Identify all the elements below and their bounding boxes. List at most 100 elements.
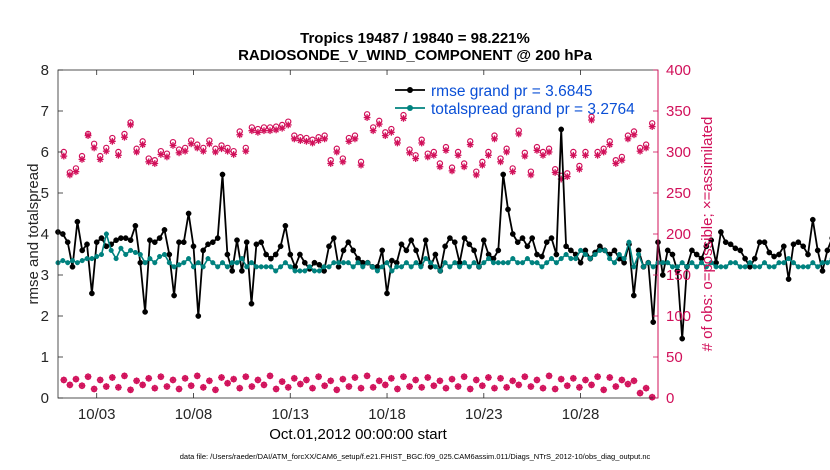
obs-assimilated-marker bbox=[478, 161, 486, 169]
obs-low_assimilated-marker bbox=[114, 383, 122, 391]
obs-assimilated-marker bbox=[145, 158, 153, 166]
legend-label-rmse: rmse grand pr = 3.6845 bbox=[431, 83, 593, 100]
obs-assimilated-marker bbox=[612, 160, 620, 167]
series-rmse-point bbox=[761, 239, 768, 246]
series-rmse-point bbox=[558, 126, 565, 133]
series-rmse-point bbox=[200, 247, 207, 254]
series-totalspread-point bbox=[563, 251, 569, 258]
obs-assimilated-marker bbox=[78, 155, 86, 163]
series-totalspread-point bbox=[578, 247, 584, 253]
obs-low_assimilated-marker bbox=[363, 372, 371, 380]
series-rmse-point bbox=[147, 237, 153, 244]
series-rmse-point bbox=[316, 261, 323, 268]
obs-low_assimilated-marker bbox=[60, 376, 68, 384]
series-totalspread-point bbox=[229, 260, 235, 266]
series-rmse-point bbox=[403, 247, 410, 254]
series-rmse-point bbox=[268, 255, 274, 262]
series-totalspread-point bbox=[781, 260, 787, 266]
series-rmse-point bbox=[669, 251, 676, 258]
series-totalspread-point bbox=[181, 260, 187, 266]
y-left-tick-label: 3 bbox=[41, 267, 49, 284]
series-totalspread-point bbox=[524, 256, 530, 262]
obs-assimilated-marker bbox=[139, 141, 147, 149]
obs-low_assimilated-marker bbox=[400, 373, 407, 381]
series-totalspread-point bbox=[108, 247, 114, 253]
series-rmse-point bbox=[224, 251, 231, 258]
obs-assimilated-marker bbox=[187, 140, 195, 148]
obs-assimilated-marker bbox=[630, 131, 638, 139]
chart-title-line2: RADIOSONDE_V_WIND_COMPONENT @ 200 hPa bbox=[238, 47, 592, 64]
series-totalspread-point bbox=[481, 260, 487, 266]
series-rmse-point bbox=[751, 255, 758, 262]
series-rmse-point bbox=[519, 235, 526, 241]
series-totalspread-point bbox=[369, 264, 376, 270]
series-rmse-point bbox=[214, 235, 221, 241]
series-totalspread-point bbox=[350, 264, 356, 270]
series-rmse-point bbox=[209, 239, 216, 246]
series-totalspread-point bbox=[205, 256, 211, 262]
series-totalspread-point bbox=[573, 256, 579, 262]
series-rmse-point bbox=[243, 239, 250, 246]
series-totalspread-point bbox=[98, 251, 105, 258]
obs-assimilated-marker bbox=[315, 137, 322, 144]
series-rmse-point bbox=[79, 247, 86, 254]
series-rmse-point bbox=[577, 259, 584, 266]
y-right-tick-label: 250 bbox=[666, 185, 691, 202]
obs-assimilated-marker bbox=[521, 152, 529, 160]
obs-assimilated-marker bbox=[339, 158, 347, 166]
series-totalspread-point bbox=[505, 260, 511, 266]
series-totalspread-point bbox=[766, 264, 772, 270]
obs-low_assimilated-marker bbox=[369, 383, 377, 391]
obs-assimilated-marker bbox=[576, 165, 583, 173]
series-totalspread-point bbox=[461, 260, 468, 266]
series-totalspread-point bbox=[582, 251, 588, 258]
obs-low_assimilated-marker bbox=[588, 381, 595, 389]
obs-low_assimilated-marker bbox=[527, 383, 535, 390]
series-totalspread-point bbox=[408, 264, 414, 270]
obs-low_assimilated-marker bbox=[612, 383, 620, 390]
obs-low_assimilated-marker bbox=[72, 375, 80, 383]
plot-frame bbox=[57, 69, 659, 399]
obs-assimilated-marker bbox=[424, 153, 432, 161]
obs-assimilated-marker bbox=[430, 151, 438, 159]
obs-low_assimilated-marker bbox=[321, 382, 329, 390]
obs-low_assimilated-marker bbox=[339, 375, 347, 383]
series-totalspread-point bbox=[210, 260, 216, 266]
series-totalspread-point bbox=[234, 260, 240, 266]
series-totalspread-point bbox=[645, 260, 651, 266]
obs-assimilated-marker bbox=[193, 144, 201, 152]
obs-assimilated-marker bbox=[345, 137, 353, 145]
series-totalspread-point bbox=[568, 256, 574, 262]
series-totalspread-point bbox=[694, 264, 700, 270]
series-rmse-point bbox=[118, 235, 124, 241]
obs-assimilated-marker bbox=[515, 130, 523, 138]
series-totalspread-point bbox=[597, 247, 603, 253]
series-totalspread-point bbox=[500, 260, 506, 266]
series-totalspread-point bbox=[805, 264, 811, 270]
obs-low_assimilated-marker bbox=[515, 381, 523, 389]
obs-assimilated-marker bbox=[648, 123, 656, 130]
series-rmse-point bbox=[708, 237, 715, 244]
obs-assimilated-marker bbox=[545, 148, 553, 156]
series-totalspread-point bbox=[452, 260, 458, 266]
series-totalspread-point bbox=[708, 260, 714, 266]
obs-assimilated-marker bbox=[363, 114, 371, 121]
series-rmse-point bbox=[156, 235, 163, 241]
obs-low_assimilated-marker bbox=[175, 385, 183, 393]
obs-low_assimilated-marker bbox=[96, 376, 104, 384]
series-totalspread-point bbox=[345, 260, 351, 266]
obs-low_assimilated-marker bbox=[569, 374, 577, 382]
obs-assimilated-marker bbox=[642, 144, 650, 152]
obs-low_assimilated-marker bbox=[460, 373, 468, 381]
series-rmse-point bbox=[630, 292, 637, 299]
series-totalspread-point bbox=[316, 268, 322, 274]
series-rmse-point bbox=[398, 241, 405, 248]
series-rmse-point bbox=[524, 243, 531, 250]
series-rmse-point bbox=[422, 237, 429, 244]
obs-assimilated-marker bbox=[163, 153, 171, 161]
obs-low_assimilated-marker bbox=[290, 374, 298, 382]
series-rmse-point bbox=[263, 251, 269, 258]
obs-low_assimilated-marker bbox=[266, 372, 274, 380]
series-totalspread-point bbox=[732, 260, 738, 266]
series-totalspread-point bbox=[200, 264, 206, 270]
